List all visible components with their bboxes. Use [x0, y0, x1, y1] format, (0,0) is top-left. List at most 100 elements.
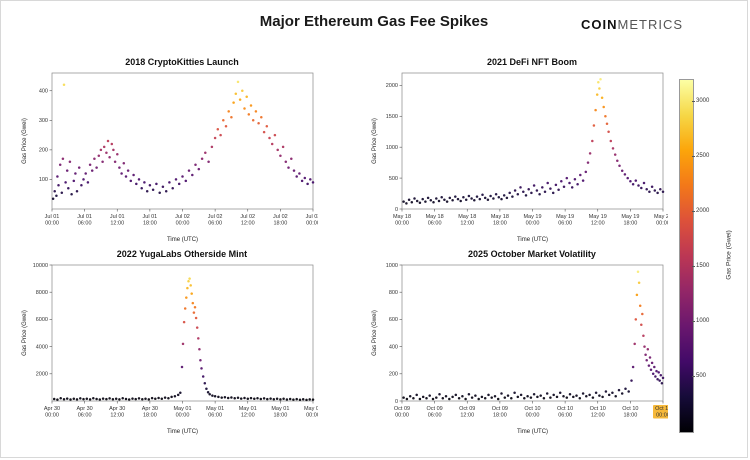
svg-text:Oct 10: Oct 10: [590, 406, 606, 412]
svg-text:Oct 10: Oct 10: [622, 406, 638, 412]
svg-text:06:00: 06:00: [208, 413, 222, 419]
colorbar-label: Gas Price (Gwei): [725, 230, 733, 280]
y-axis: 2000 4000 6000 8000 10000: [33, 263, 52, 378]
svg-text:May 18: May 18: [426, 214, 444, 220]
svg-text:12:00: 12:00: [110, 413, 124, 419]
colorbar-tick-label: 500: [696, 373, 707, 379]
svg-text:12:00: 12:00: [460, 221, 474, 227]
svg-text:18:00: 18:00: [273, 413, 287, 419]
colorbar-tick-mark: [692, 265, 695, 267]
y-axis: 0 200 400 600 800 1000: [386, 263, 402, 405]
svg-text:1000: 1000: [386, 145, 398, 151]
svg-text:06:00: 06:00: [208, 221, 222, 227]
svg-text:Oct 10: Oct 10: [524, 406, 540, 412]
svg-text:00:00: 00:00: [176, 221, 190, 227]
svg-text:12:00: 12:00: [241, 413, 255, 419]
logo-coin-text: COIN: [581, 17, 618, 32]
svg-text:00:00: 00:00: [656, 221, 668, 227]
svg-text:May 18: May 18: [458, 214, 476, 220]
svg-text:18:00: 18:00: [143, 413, 157, 419]
svg-text:Jul 02: Jul 02: [273, 214, 288, 220]
svg-text:00:00: 00:00: [306, 221, 318, 227]
svg-text:Jul 01: Jul 01: [77, 214, 92, 220]
plot-frame: [51, 72, 314, 210]
svg-text:00:00: 00:00: [45, 413, 59, 419]
svg-text:8000: 8000: [36, 290, 48, 296]
colorbar-tick-mark: [692, 375, 695, 377]
y-axis-label: Gas Price (Gwei): [22, 310, 28, 356]
coinmetrics-logo: COINMETRICS: [581, 17, 683, 32]
svg-text:00:00: 00:00: [656, 413, 668, 419]
svg-text:Jul 01: Jul 01: [143, 214, 158, 220]
svg-text:1500: 1500: [386, 114, 398, 120]
svg-text:18:00: 18:00: [623, 413, 637, 419]
svg-text:Oct 09: Oct 09: [427, 406, 443, 412]
svg-text:200: 200: [39, 148, 48, 154]
svg-text:Jul 02: Jul 02: [240, 214, 255, 220]
svg-text:00:00: 00:00: [395, 221, 409, 227]
svg-text:Apr 30: Apr 30: [77, 406, 93, 412]
svg-text:06:00: 06:00: [78, 413, 92, 419]
svg-text:06:00: 06:00: [78, 221, 92, 227]
colorbar-tick-label: 3000: [696, 98, 710, 104]
svg-text:00:00: 00:00: [306, 413, 318, 419]
colorbar: 500 1000 1500 2000 2500 3000 Gas Price (Gwei): [677, 57, 741, 437]
svg-text:18:00: 18:00: [623, 221, 637, 227]
highlighted-tick-box: [653, 405, 668, 419]
charts-content: 2018 CryptoKitties Launch 100 200 300 400 Ju…: [1, 55, 747, 437]
colorbar-tick-mark: [692, 210, 695, 212]
svg-text:18:00: 18:00: [493, 413, 507, 419]
svg-text:Oct 10: Oct 10: [557, 406, 573, 412]
svg-text:18:00: 18:00: [493, 221, 507, 227]
svg-text:May 18: May 18: [491, 214, 509, 220]
svg-text:Jul 03: Jul 03: [306, 214, 318, 220]
svg-text:May 18: May 18: [393, 214, 411, 220]
svg-text:Jul 01: Jul 01: [45, 214, 60, 220]
svg-text:May 02: May 02: [304, 406, 318, 412]
x-axis-label: Time (UTC): [167, 429, 198, 435]
y-axis: 0 500 1000 1500 2000: [386, 83, 402, 213]
svg-text:May 20: May 20: [654, 214, 668, 220]
x-axis-label: Time (UTC): [517, 429, 548, 435]
svg-text:2000: 2000: [386, 83, 398, 89]
charts-grid: 2018 CryptoKitties Launch 100 200 300 400 Ju…: [13, 57, 673, 437]
svg-text:06:00: 06:00: [558, 413, 572, 419]
svg-text:00:00: 00:00: [526, 413, 540, 419]
svg-text:Apr 30: Apr 30: [142, 406, 158, 412]
svg-text:May 19: May 19: [589, 214, 607, 220]
svg-text:00:00: 00:00: [395, 413, 409, 419]
colorbar-tick-label: 1000: [696, 318, 710, 324]
x-axis-label: Time (UTC): [517, 237, 548, 243]
svg-text:Jul 02: Jul 02: [208, 214, 223, 220]
svg-text:Apr 30: Apr 30: [44, 406, 60, 412]
plot-frame: [401, 264, 664, 402]
svg-text:500: 500: [389, 176, 398, 182]
svg-text:12:00: 12:00: [110, 221, 124, 227]
scatter-points: [402, 77, 665, 205]
colorbar-tick-label: 2000: [696, 208, 710, 214]
chart-title: 2022 YugaLabs Otherside Mint: [116, 249, 248, 259]
svg-text:May 01: May 01: [206, 406, 224, 412]
svg-text:100: 100: [39, 177, 48, 183]
svg-text:00:00: 00:00: [176, 413, 190, 419]
svg-text:400: 400: [389, 344, 398, 350]
svg-text:12:00: 12:00: [460, 413, 474, 419]
figure-header: Major Ethereum Gas Fee Spikes COINMETRIC…: [1, 1, 747, 55]
svg-text:0: 0: [395, 207, 398, 213]
svg-text:600: 600: [389, 317, 398, 323]
svg-text:6000: 6000: [36, 317, 48, 323]
svg-text:Oct 09: Oct 09: [394, 406, 410, 412]
svg-text:10000: 10000: [33, 263, 48, 269]
svg-text:May 19: May 19: [556, 214, 574, 220]
svg-text:4000: 4000: [36, 344, 48, 350]
svg-text:May 19: May 19: [523, 214, 541, 220]
svg-text:Jul 02: Jul 02: [175, 214, 190, 220]
y-axis-label: Gas Price (Gwei): [22, 118, 28, 164]
colorbar-tick-mark: [692, 155, 695, 157]
chart-title: 2021 DeFi NFT Boom: [486, 57, 578, 67]
